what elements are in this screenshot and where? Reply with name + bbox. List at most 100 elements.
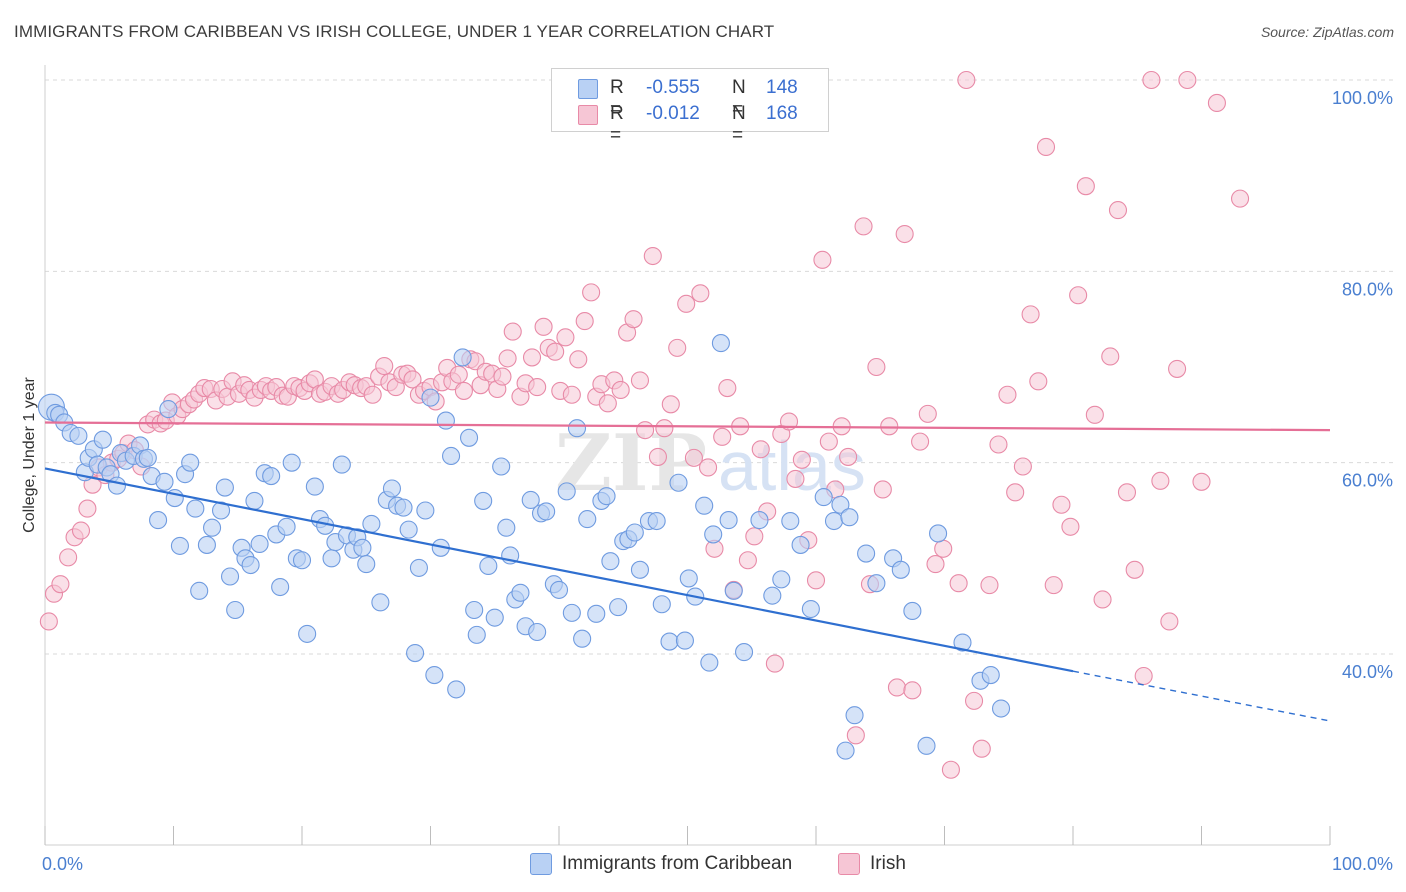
caribbean-point <box>981 665 1000 685</box>
irish-point <box>582 283 601 302</box>
irish-point <box>738 551 757 570</box>
caribbean-point <box>282 453 301 472</box>
caribbean-point <box>485 608 504 627</box>
irish-point <box>911 432 930 451</box>
caribbean-point <box>250 534 269 554</box>
irish-point <box>880 417 899 436</box>
caribbean-point <box>867 574 886 593</box>
irish-point <box>1142 70 1161 90</box>
irish-point <box>1069 286 1088 305</box>
caribbean-point <box>492 457 511 476</box>
caribbean-point <box>138 448 157 467</box>
caribbean-point <box>211 501 231 520</box>
legend-r-value: -0.012 <box>646 103 700 124</box>
watermark-atlas: atlas <box>718 427 866 505</box>
caribbean-point <box>824 511 844 531</box>
caribbean-point <box>669 473 688 492</box>
caribbean-point <box>322 549 341 568</box>
legend-r-label: R = <box>610 103 624 146</box>
caribbean-point <box>357 555 376 574</box>
caribbean-point <box>394 498 413 517</box>
irish-point <box>846 726 865 745</box>
irish-point <box>78 499 97 518</box>
chart-title: IMMIGRANTS FROM CARIBBEAN VS IRISH COLLE… <box>14 22 775 41</box>
legend-r-label: R = <box>610 77 624 120</box>
caribbean-point <box>399 520 418 539</box>
irish-point <box>998 385 1017 404</box>
legend-swatch-irish <box>578 105 598 125</box>
irish-point <box>1044 576 1063 595</box>
irish-point <box>598 394 617 413</box>
caribbean-point <box>700 653 719 672</box>
caribbean-point <box>567 419 587 438</box>
caribbean-point <box>652 595 671 614</box>
irish-point <box>575 312 594 331</box>
irish-point <box>39 612 58 631</box>
caribbean-point <box>353 538 372 557</box>
caribbean-point <box>831 495 850 514</box>
legend-swatch-caribbean <box>530 853 552 875</box>
irish-point <box>528 378 547 397</box>
x-tick-label: 100.0% <box>1332 854 1393 874</box>
irish-point <box>1207 93 1226 113</box>
irish-point <box>792 450 811 469</box>
irish-point <box>454 381 473 400</box>
axes <box>44 65 1331 846</box>
irish-point <box>1052 495 1071 514</box>
caribbean-point <box>371 593 390 612</box>
caribbean-point <box>734 643 754 662</box>
caribbean-point <box>406 643 425 663</box>
irish-point <box>1093 590 1112 609</box>
caribbean-point <box>929 524 948 543</box>
caribbean-point <box>630 560 650 579</box>
caribbean-point <box>953 633 972 652</box>
irish-point <box>522 348 542 367</box>
irish-point <box>375 356 394 376</box>
irish-point <box>786 469 805 488</box>
irish-point <box>957 70 976 90</box>
irish-point <box>71 521 91 540</box>
caribbean-point <box>332 455 351 474</box>
caribbean-point <box>549 580 569 599</box>
legend-n-label: N = <box>732 103 746 146</box>
irish-point <box>813 250 832 269</box>
caribbean-point <box>845 706 864 725</box>
caribbean-point <box>362 514 381 533</box>
irish-point <box>546 342 565 361</box>
caribbean-point <box>695 496 714 515</box>
caribbean-point <box>791 535 810 554</box>
caribbean-point <box>467 625 486 644</box>
caribbean-point <box>453 348 472 367</box>
irish-point <box>1013 457 1032 476</box>
y-tick-label: 80.0% <box>1342 279 1393 299</box>
irish-point <box>363 385 382 404</box>
caribbean-point <box>149 511 168 530</box>
irish-point <box>643 246 662 266</box>
caribbean-point <box>447 680 466 699</box>
caribbean-point <box>197 535 216 554</box>
legend-swatch-caribbean <box>578 79 598 99</box>
irish-point <box>59 548 78 567</box>
source-label: Source: ZipAtlas.com <box>1260 24 1394 40</box>
irish-points <box>39 70 1250 779</box>
caribbean-point <box>719 511 738 530</box>
irish-point <box>1125 560 1144 579</box>
caribbean-point <box>991 699 1011 718</box>
caribbean-point <box>442 446 461 466</box>
caribbean-point <box>416 501 435 520</box>
irish-point <box>895 224 914 244</box>
caribbean-point <box>436 411 455 430</box>
caribbean-trend-line <box>44 467 1074 673</box>
caribbean-point <box>425 665 444 685</box>
legend-n-value: 168 <box>766 103 798 124</box>
caribbean-point <box>562 603 581 622</box>
caribbean-points <box>37 334 1011 760</box>
irish-point <box>1151 471 1170 490</box>
y-tick-label: 100.0% <box>1332 88 1393 108</box>
caribbean-point <box>578 510 597 529</box>
caribbean-point <box>465 600 484 620</box>
caribbean-point <box>917 736 936 755</box>
caribbean-point <box>409 558 428 577</box>
caribbean-point <box>69 426 88 445</box>
